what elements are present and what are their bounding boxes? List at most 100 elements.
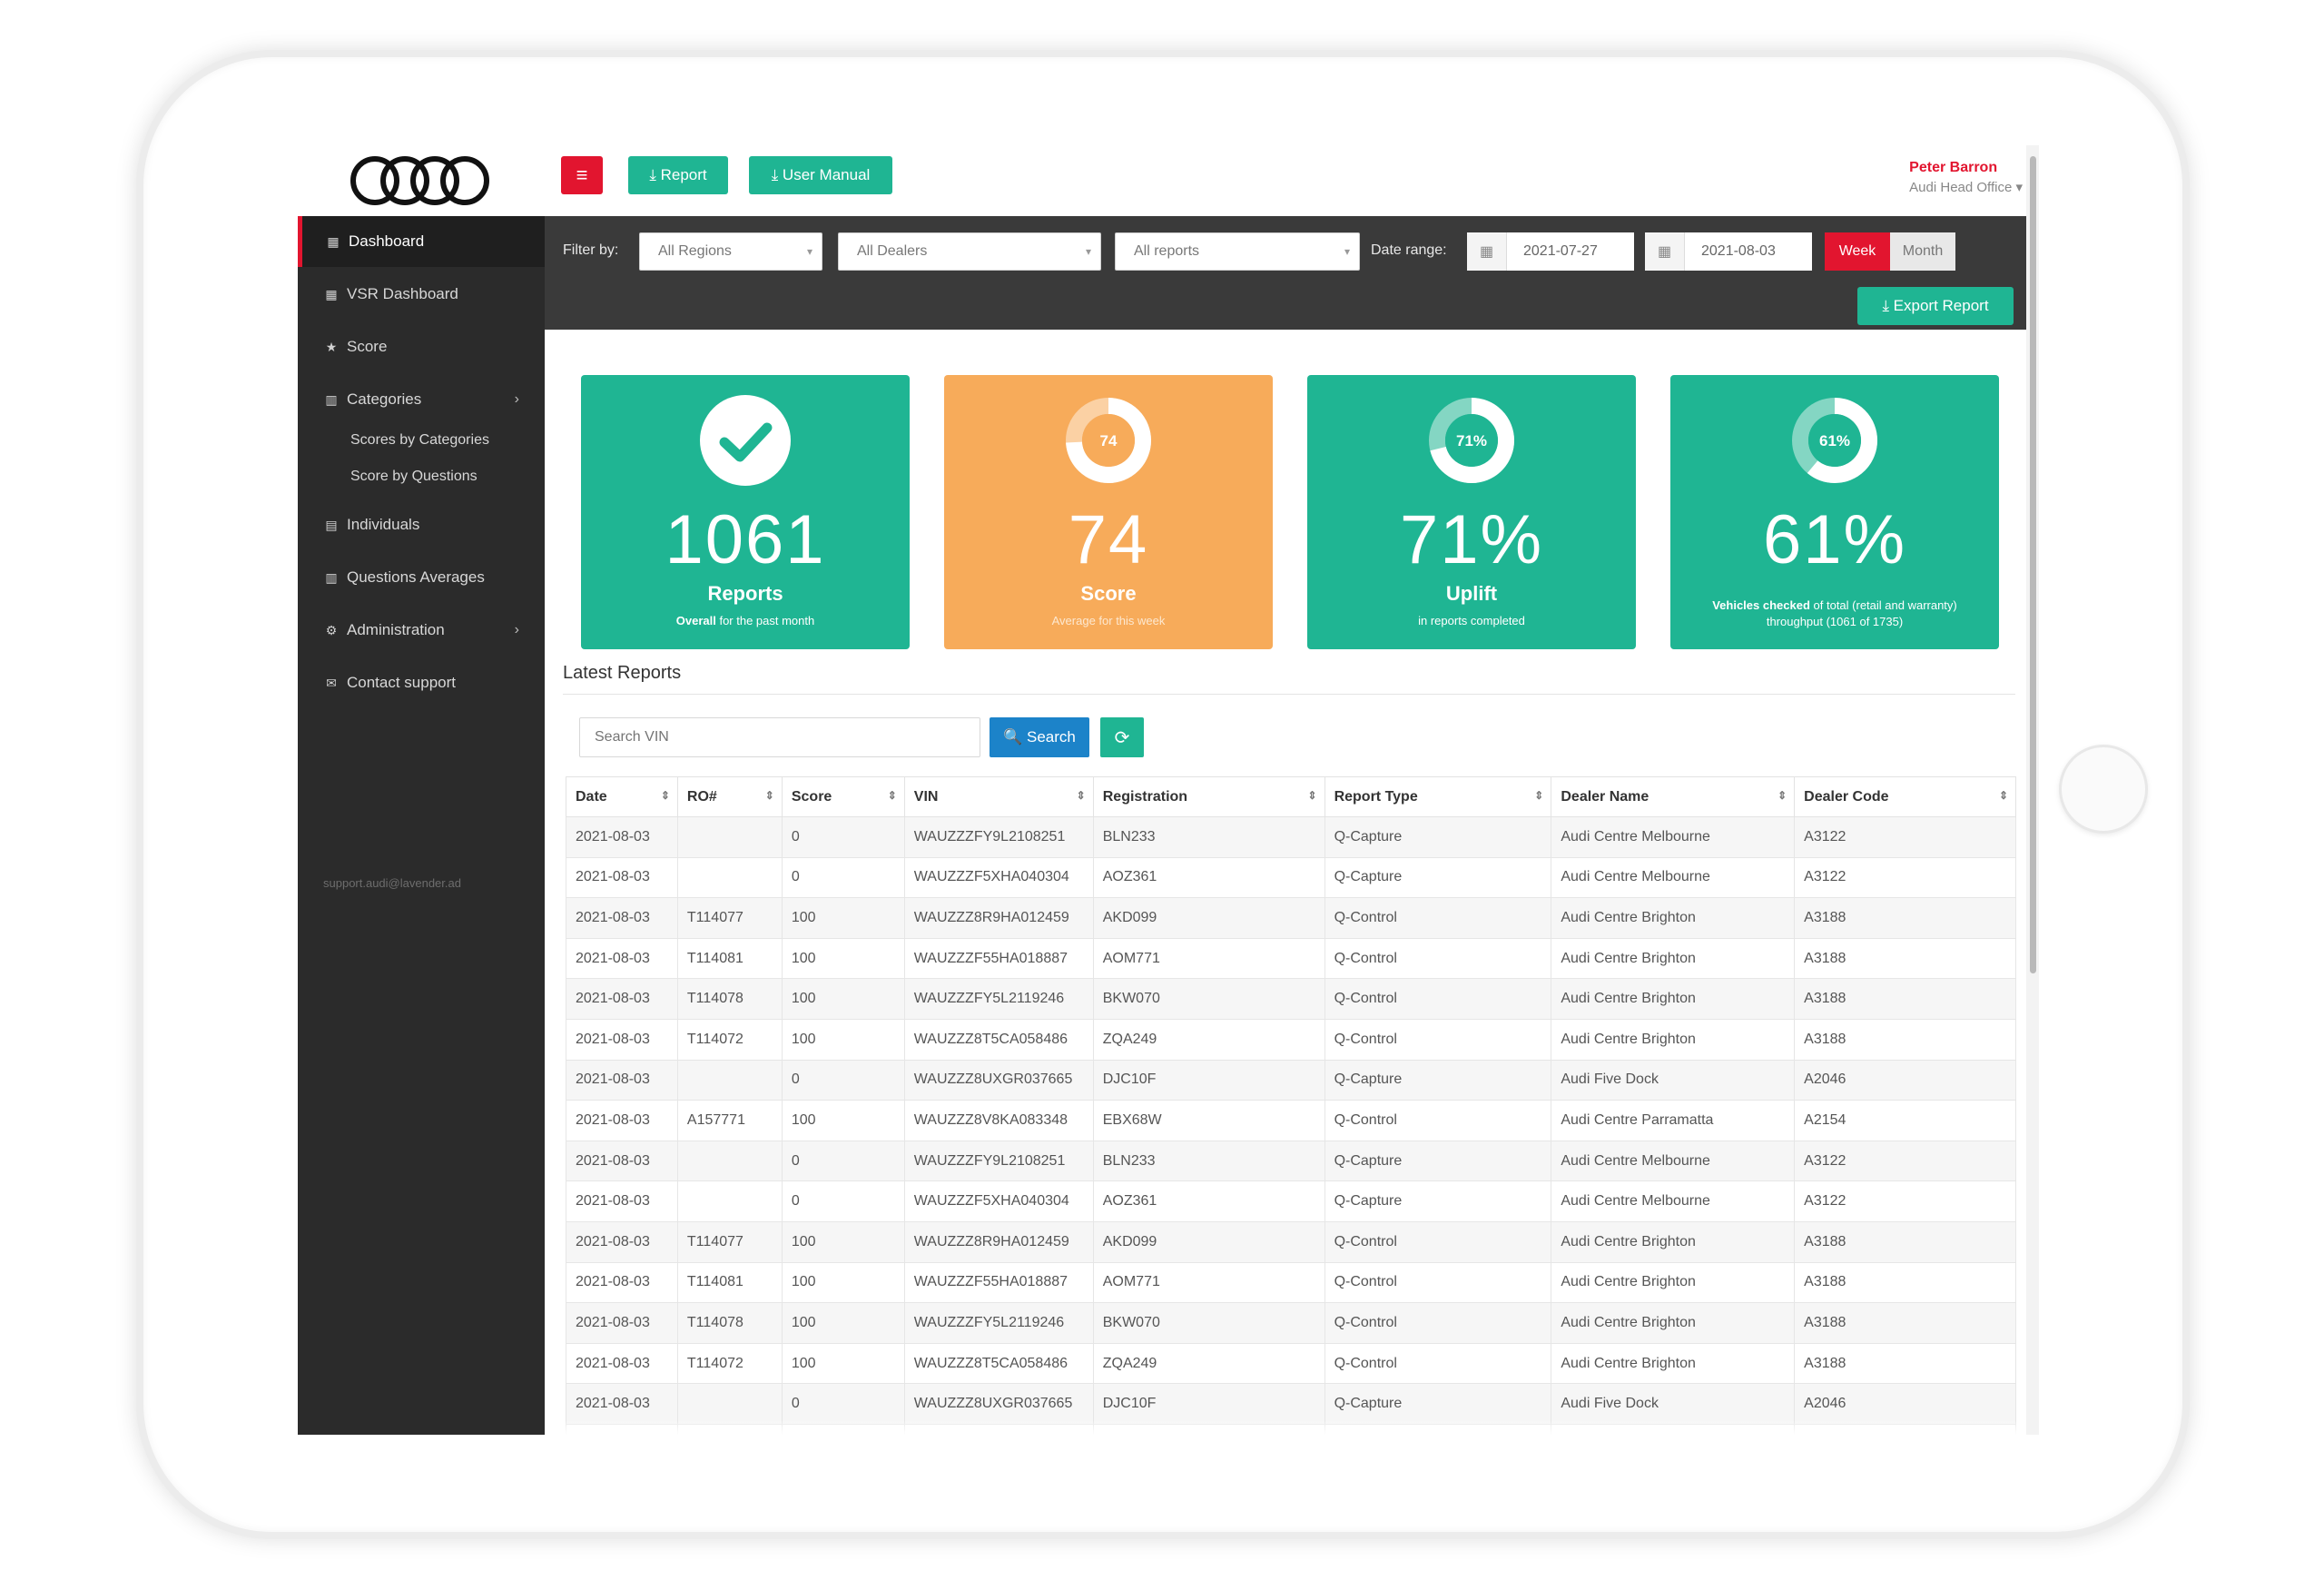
sidebar-item-categories[interactable]: ▥ Categories ›: [298, 374, 545, 425]
scrollbar-thumb[interactable]: [2030, 156, 2036, 973]
table-cell: Audi Centre Melbourne: [1551, 1140, 1796, 1182]
column-header[interactable]: Dealer Name ⇕: [1551, 776, 1796, 817]
table-row[interactable]: 2021-08-03 0 WAUZZZFY9L2108251 BLN233 Q-Capt…: [566, 1140, 2016, 1182]
table-cell: AKD099: [1092, 897, 1325, 939]
search-button[interactable]: 🔍 Search: [990, 717, 1089, 757]
table-header-row: Date ⇕ RO# ⇕ Score ⇕ VIN ⇕ Registration ⇕ Report T…: [566, 776, 2016, 817]
user-menu[interactable]: Peter Barron Audi Head Office ▾: [1909, 160, 2023, 195]
table-cell: Audi Centre Brighton: [1551, 1220, 1796, 1263]
table-cell: T114077: [676, 897, 783, 939]
table-cell: EBX68W: [1092, 1100, 1325, 1141]
table-cell: [676, 1383, 783, 1425]
table-row[interactable]: 2021-08-03 0 WAUZZZF5XHA040304 AOZ361 Q-Capt…: [566, 1180, 2016, 1222]
menu-toggle-button[interactable]: ≡: [561, 156, 603, 194]
column-header[interactable]: Report Type ⇕: [1324, 776, 1552, 817]
column-header[interactable]: VIN ⇕: [903, 776, 1094, 817]
calendar-icon: ▦: [1467, 232, 1507, 271]
table-cell: Q-Control: [1324, 1100, 1552, 1141]
sort-icon: ⇕: [1534, 789, 1544, 802]
sidebar-item-vsr-dashboard[interactable]: ▦ VSR Dashboard: [298, 269, 545, 320]
table-cell: 2021-08-03: [566, 1018, 678, 1061]
table-row[interactable]: 2021-08-03 0 WAUZZZFY9L2108251 BLN233 Q-Capt…: [566, 816, 2016, 858]
envelope-icon: ✉: [326, 675, 337, 690]
sidebar-subitem-score-by-questions[interactable]: Score by Questions: [350, 469, 478, 484]
dashboard-icon: ▦: [325, 286, 338, 301]
table-row[interactable]: 2021-08-03 T114081 100 WAUZZZF55HA018887 AOM…: [566, 937, 2016, 980]
table-cell: A2046: [1794, 1059, 2016, 1101]
score-card: 74 74 Score Average for this week: [944, 375, 1273, 649]
support-email[interactable]: support.audi@lavender.ad: [323, 876, 461, 890]
sidebar-item-score[interactable]: ★ Score: [298, 321, 545, 372]
region-select[interactable]: All Regions ▾: [639, 232, 822, 271]
table-row[interactable]: 2021-08-03 T114077 100 WAUZZZ8R9HA012459 AKD…: [566, 897, 2016, 939]
dashboard-icon: ▦: [327, 233, 340, 249]
column-header[interactable]: Registration ⇕: [1092, 776, 1325, 817]
table-cell: Audi Centre Brighton: [1551, 1018, 1796, 1061]
table-cell: 0: [781, 1180, 905, 1222]
report-download-button[interactable]: ⤓ Report: [628, 156, 728, 194]
tablet-home-button[interactable]: [2059, 745, 2148, 834]
month-toggle[interactable]: Month: [1890, 232, 1955, 271]
table-row[interactable]: 2021-08-03 T114078 100 WAUZZZFY5L2119246 BKW…: [566, 978, 2016, 1020]
uplift-ring: 71%: [1429, 398, 1514, 483]
table-cell: A3122: [1794, 1180, 2016, 1222]
table-cell: Audi Centre Brighton: [1551, 937, 1796, 980]
table-cell: WAUZZZF55HA018887: [903, 1261, 1094, 1304]
sidebar-item-individuals[interactable]: ▤ Individuals: [298, 499, 545, 550]
table-row[interactable]: 2021-08-03 0 WAUZZZ8UXGR037665 DJC10F Q-Capt…: [566, 1383, 2016, 1425]
table-cell: Audi Five Dock: [1551, 1059, 1796, 1101]
week-toggle[interactable]: Week: [1825, 232, 1890, 271]
table-cell: Audi Centre Brighton: [1551, 897, 1796, 939]
reports-subtext-rest: for the past month: [715, 614, 815, 627]
score-value: 74: [1068, 501, 1149, 578]
vehicles-checked-card: 61% 61% Vehicles checked of total (retai…: [1670, 375, 1999, 649]
table-row[interactable]: 2021-08-03 0 WAUZZZ8UXGR037665 DJC10F Q-Capt…: [566, 1059, 2016, 1101]
table-row[interactable]: 2021-08-03 T114081 100 WAUZZZF55HA018887 AOM…: [566, 1261, 2016, 1304]
sidebar-item-dashboard[interactable]: ▦ Dashboard: [298, 216, 545, 267]
column-header[interactable]: Score ⇕: [781, 776, 905, 817]
column-header[interactable]: Dealer Code ⇕: [1794, 776, 2016, 817]
table-cell: Q-Control: [1324, 1018, 1552, 1061]
table-cell: AKD099: [1092, 1220, 1325, 1263]
chevron-down-icon: ▾: [806, 245, 812, 258]
table-cell: WAUZZZFY9L2108251: [903, 1140, 1094, 1182]
date-range-label: Date range:: [1371, 242, 1447, 258]
table-cell: 100: [781, 1100, 905, 1141]
table-cell: 0: [781, 1059, 905, 1101]
sidebar-item-contact-support[interactable]: ✉ Contact support: [298, 657, 545, 708]
table-cell: [676, 1140, 783, 1182]
table-cell: [676, 816, 783, 858]
table-cell: 0: [781, 816, 905, 858]
user-name: Peter Barron: [1909, 160, 1998, 175]
export-report-button[interactable]: ⤓ Export Report: [1857, 287, 2014, 325]
sidebar-nav: ▦ Dashboard ▦ VSR Dashboard ★ Score ▥ Ca…: [298, 216, 545, 1435]
column-header-label: VIN: [913, 788, 939, 805]
table-row[interactable]: 2021-08-03 T114072 100 WAUZZZ8T5CA058486 ZQA…: [566, 1018, 2016, 1061]
sidebar-item-administration[interactable]: ⚙ Administration ›: [298, 605, 545, 656]
column-header[interactable]: RO# ⇕: [676, 776, 783, 817]
table-cell: A3188: [1794, 1018, 2016, 1061]
table-cell: 2021-08-03: [566, 856, 678, 899]
score-caption: Score: [1080, 582, 1137, 605]
table-cell: Audi Centre Parramatta: [1551, 1100, 1796, 1141]
report-select[interactable]: All reports ▾: [1115, 232, 1360, 271]
table-row[interactable]: 2021-08-03 0 WAUZZZF5XHA040304 AOZ361 Q-Capt…: [566, 856, 2016, 899]
column-header[interactable]: Date ⇕: [566, 776, 678, 817]
audi-rings-icon: [350, 156, 489, 205]
dealer-select[interactable]: All Dealers ▾: [838, 232, 1101, 271]
refresh-button[interactable]: ⟳: [1100, 717, 1144, 757]
table-row[interactable]: 2021-08-03 T114072 100 WAUZZZ8T5CA058486 ZQA…: [566, 1342, 2016, 1385]
date-from-input[interactable]: ▦ 2021-07-27: [1467, 232, 1634, 271]
search-vin-input[interactable]: [579, 717, 980, 757]
date-to-input[interactable]: ▦ 2021-08-03: [1645, 232, 1812, 271]
sidebar-item-questions-averages[interactable]: ▥ Questions Averages: [298, 552, 545, 603]
audi-logo[interactable]: [298, 145, 545, 216]
table-cell: 2021-08-03: [566, 1383, 678, 1425]
table-cell: 0: [781, 856, 905, 899]
user-manual-button[interactable]: ⤓ User Manual: [749, 156, 892, 194]
table-cell: Q-Capture: [1324, 1383, 1552, 1425]
sidebar-subitem-scores-by-categories[interactable]: Scores by Categories: [350, 432, 489, 448]
table-row[interactable]: 2021-08-03 T114077 100 WAUZZZ8R9HA012459 AKD…: [566, 1220, 2016, 1263]
table-row[interactable]: 2021-08-03 T114078 100 WAUZZZFY5L2119246 BKW…: [566, 1302, 2016, 1344]
